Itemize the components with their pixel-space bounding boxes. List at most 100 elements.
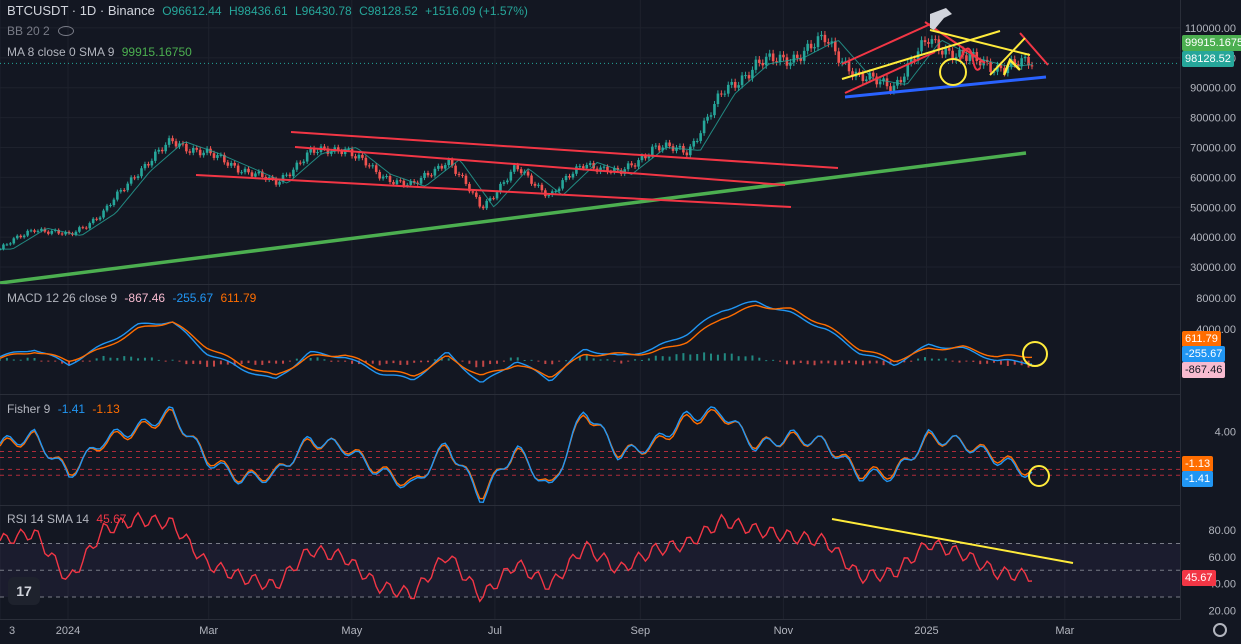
macd-histogram-bar <box>109 357 112 361</box>
candle-body <box>768 53 771 57</box>
candle-body <box>150 160 154 166</box>
candle-body <box>423 172 426 178</box>
candle-body <box>989 62 992 72</box>
candle-body <box>443 165 447 169</box>
macd-histogram-bar <box>337 360 340 362</box>
macd-histogram-bar <box>613 360 616 362</box>
candle-body <box>33 230 36 232</box>
symbol-title[interactable]: BTCUSDT · 1D · Binance <box>7 3 155 18</box>
candle-body <box>181 143 185 145</box>
candle-body <box>157 149 161 152</box>
channel-lower-line <box>195 174 792 208</box>
time-tick-label: Sep <box>631 625 651 637</box>
rsi-label[interactable]: RSI 14 SMA 14 <box>7 512 90 526</box>
bb-label[interactable]: BB 20 2 <box>7 24 50 38</box>
candle-body <box>782 54 785 58</box>
yellow-circle-fisher <box>1028 465 1050 487</box>
macd-histogram-bar <box>330 360 333 362</box>
price-tick-label: 90000.00 <box>1190 83 1236 95</box>
candle-body <box>316 152 319 154</box>
macd-legend[interactable]: MACD 12 26 close 9 -867.46 -255.67 611.7… <box>7 291 260 305</box>
macd-histogram-bar <box>965 360 968 362</box>
gear-icon[interactable] <box>1213 623 1227 637</box>
candle-body <box>934 39 937 41</box>
candle-body <box>271 177 274 179</box>
candle-body <box>626 163 630 170</box>
candle-body <box>575 166 578 174</box>
candle-body <box>951 50 954 60</box>
macd-histogram-bar <box>979 360 982 365</box>
candle-body <box>930 39 934 44</box>
macd-label[interactable]: MACD 12 26 close 9 <box>7 291 118 305</box>
symbol-legend[interactable]: BTCUSDT · 1D · Binance O96612.44 H98436.… <box>7 3 532 18</box>
candle-body <box>212 153 216 158</box>
macd-histogram-bar <box>81 360 84 362</box>
candle-body <box>361 154 364 158</box>
ma-label[interactable]: MA 8 close 0 SMA 9 <box>7 45 115 59</box>
macd-histogram-bar <box>799 360 802 363</box>
tradingview-logo[interactable]: 17 <box>8 577 40 605</box>
candle-body <box>385 176 388 178</box>
price-tick-label: 60000.00 <box>1190 172 1236 184</box>
bb-legend[interactable]: BB 20 2 <box>7 24 78 38</box>
ma-legend[interactable]: MA 8 close 0 SMA 9 99915.16750 <box>7 45 196 59</box>
fisher-label[interactable]: Fisher 9 <box>7 402 51 416</box>
macd-line <box>0 300 1033 383</box>
candle-body <box>47 231 50 234</box>
hidden-eye-icon[interactable] <box>57 26 74 36</box>
candle-body <box>713 104 716 116</box>
candle-body <box>98 217 102 220</box>
time-tick-label: Mar <box>199 625 218 637</box>
macd-histogram-bar <box>233 360 236 366</box>
candle-body <box>81 227 85 229</box>
candle-body <box>495 192 499 199</box>
candle-body <box>913 59 916 61</box>
candle-body <box>578 166 582 168</box>
candle-body <box>171 138 174 142</box>
candle-body <box>84 227 88 229</box>
time-tick-label: Nov <box>774 625 794 637</box>
ohlc-open: O96612.44 <box>162 4 222 18</box>
candle-body <box>633 165 637 167</box>
candle-body <box>878 81 882 85</box>
candle-body <box>336 147 340 152</box>
ma-price-tag: 99915.1675 <box>1182 35 1241 51</box>
candle-body <box>965 55 968 61</box>
candle-body <box>312 148 316 153</box>
candle-body <box>561 180 564 189</box>
macd-signal-tag: 611.79 <box>1182 331 1221 347</box>
macd-histogram-bar <box>1006 360 1009 366</box>
macd-histogram-bar <box>40 360 43 362</box>
time-tick-label: Jul <box>488 625 502 637</box>
candle-body <box>243 168 247 173</box>
macd-histogram-bar <box>219 360 222 365</box>
candle-body <box>758 59 761 63</box>
macd-histogram-bar <box>986 360 989 364</box>
candle-body <box>761 62 765 66</box>
time-tick-label: 2025 <box>914 625 938 637</box>
candle-body <box>274 178 278 185</box>
macd-histogram-bar <box>468 360 471 364</box>
candle-body <box>726 84 730 94</box>
candle-body <box>229 162 233 166</box>
candle-body <box>1023 56 1027 59</box>
candle-body <box>902 76 906 83</box>
candle-body <box>992 71 996 73</box>
rsi-legend[interactable]: RSI 14 SMA 14 45.67 <box>7 512 130 526</box>
macd-histogram-bar <box>371 360 374 364</box>
macd-histogram-bar <box>185 360 188 365</box>
candle-body <box>847 60 851 72</box>
candle-body <box>226 162 230 166</box>
candle-body <box>519 169 523 174</box>
fisher-legend[interactable]: Fisher 9 -1.41 -1.13 <box>7 402 124 416</box>
price-scale-border <box>1180 0 1181 620</box>
price-tick-label: 50000.00 <box>1190 202 1236 214</box>
candle-body <box>640 155 644 161</box>
macd-histogram-bar <box>944 358 947 361</box>
macd-histogram-bar <box>558 360 561 362</box>
macd-hist-value: -867.46 <box>124 291 166 305</box>
macd-histogram-bar <box>19 359 22 361</box>
candle-body <box>433 168 437 176</box>
candle-body <box>799 58 803 61</box>
